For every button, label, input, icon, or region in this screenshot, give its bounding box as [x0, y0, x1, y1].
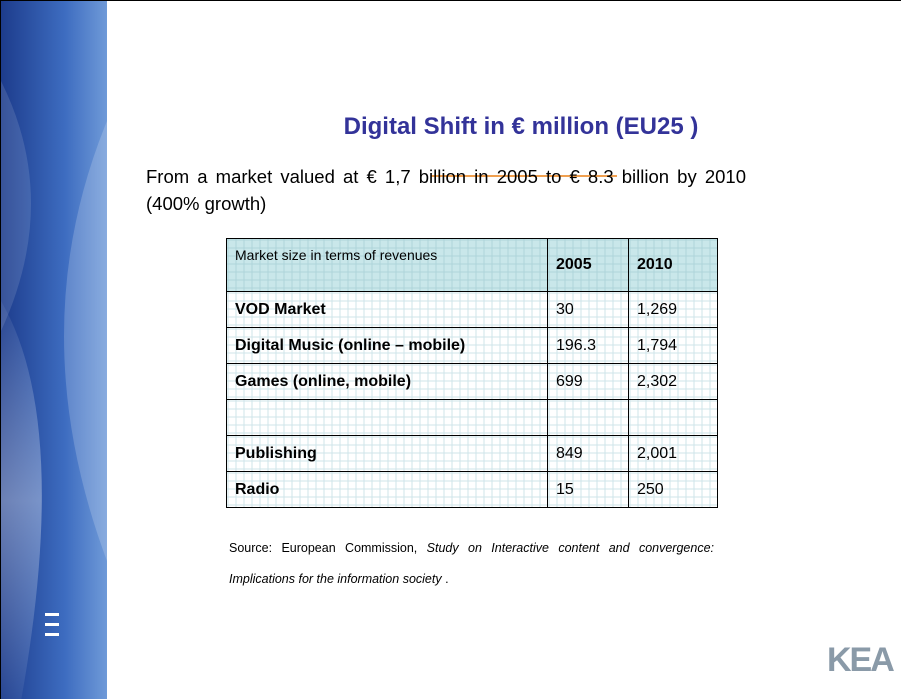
table-cell: Radio	[226, 471, 548, 508]
source-title: Study on Interactive content and converg…	[229, 541, 714, 586]
table-cell: 699	[547, 363, 629, 400]
logo: KEA	[827, 641, 895, 679]
table-cell: 196.3	[547, 327, 629, 364]
title-rule	[431, 175, 617, 177]
intro-text: From a market valued at € 1,7 billion in…	[146, 166, 746, 214]
source-prefix: Source: European Commission,	[229, 541, 427, 555]
table-cell: 1,269	[628, 291, 718, 328]
table-cell	[628, 399, 718, 436]
empty-row	[226, 399, 718, 436]
header-cell: 2010	[628, 238, 718, 292]
side-strip	[1, 1, 107, 699]
table-row: Games (online, mobile) 699 2,302	[226, 363, 718, 400]
header-cell: 2005	[547, 238, 629, 292]
table-cell: Digital Music (online – mobile)	[226, 327, 548, 364]
header-cell: Market size in terms of revenues	[226, 238, 548, 292]
table-row: Publishing 849 2,001	[226, 435, 718, 472]
table-cell: Publishing	[226, 435, 548, 472]
table-cell: 2,001	[628, 435, 718, 472]
source-suffix: .	[441, 572, 449, 586]
table-row: VOD Market 30 1,269	[226, 291, 718, 328]
market-table: Market size in terms of revenues 2005 2010…	[226, 238, 718, 508]
table-cell: 250	[628, 471, 718, 508]
table-cell: 15	[547, 471, 629, 508]
table-cell: VOD Market	[226, 291, 548, 328]
table-cell: 849	[547, 435, 629, 472]
table-cell: 2,302	[628, 363, 718, 400]
table-cell	[547, 399, 629, 436]
table-row: Digital Music (online – mobile) 196.3 1,79…	[226, 327, 718, 364]
table-cell: Games (online, mobile)	[226, 363, 548, 400]
header-row: Market size in terms of revenues 2005 2010	[226, 238, 718, 292]
slide-title: Digital Shift in € million (EU25 )	[343, 113, 699, 140]
table-cell	[226, 399, 548, 436]
source-note: Source: European Commission, Study on In…	[229, 533, 714, 595]
table-row: Radio 15 250	[226, 471, 718, 508]
table-cell: 1,794	[628, 327, 718, 364]
table-cell: 30	[547, 291, 629, 328]
